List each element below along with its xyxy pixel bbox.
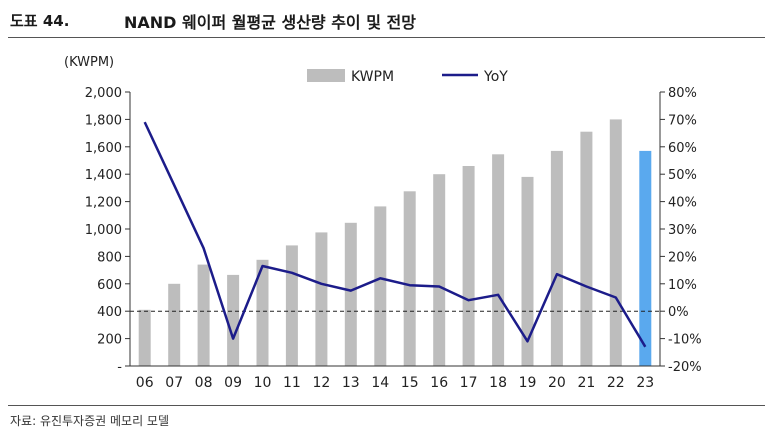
bar-13 [344,222,357,366]
left-tick-label: 200 [97,333,122,348]
figure-number: 도표 44. [10,12,70,30]
left-tick-label: 400 [97,305,122,320]
x-tick-label: 22 [607,375,625,391]
left-tick-label: 1,200 [85,196,122,211]
left-axis-label: (KWPM) [64,55,114,70]
source-note: 자료: 유진투자증권 메모리 모델 [10,414,170,428]
figure-header: 도표 44. NAND 웨이퍼 월평균 생산량 추이 및 전망 [6,4,767,34]
legend-label-kwpm: KWPM [351,69,394,85]
legend: KWPM YoY [307,69,508,85]
bar-20 [550,150,563,366]
bar-16 [433,174,446,366]
right-tick-label: 40% [668,196,697,211]
x-tick-label: 17 [460,375,478,391]
line-series-yoy [143,121,647,348]
right-tick-label: 80% [668,86,697,101]
legend-swatch-kwpm [307,69,345,82]
right-tick-label: 0% [668,305,689,320]
bar-10 [256,259,269,366]
left-tick-label: - [117,360,122,375]
x-tick-label: 15 [401,375,419,391]
x-tick-label: 18 [489,375,507,391]
bar-09 [227,274,240,366]
left-tick-label: 1,000 [85,223,122,238]
x-tick-label: 10 [254,375,272,391]
bottom-divider [8,405,765,406]
x-tick-label: 13 [342,375,360,391]
right-tick-label: 10% [668,278,697,293]
x-tick-label: 16 [430,375,448,391]
right-tick-label: 60% [668,141,697,156]
bar-22 [609,119,622,367]
x-tick-label: 20 [548,375,566,391]
bar-14 [374,206,387,366]
bar-07 [168,283,181,366]
right-tick-label: -10% [668,333,702,348]
right-tick-label: -20% [668,360,702,375]
legend-label-yoy: YoY [483,69,508,85]
x-tick-label: 21 [577,375,595,391]
left-tick-label: 800 [97,250,122,265]
left-tick-label: 1,400 [85,168,122,183]
x-tick-label: 06 [136,375,154,391]
right-tick-label: 70% [668,113,697,128]
x-tick-label: 23 [636,375,654,391]
right-tick-label: 20% [668,250,697,265]
bar-19 [521,176,534,366]
x-tick-label: 12 [312,375,330,391]
left-tick-label: 600 [97,278,122,293]
left-tick-label: 1,800 [85,113,122,128]
bar-06 [138,309,151,366]
left-tick-label: 2,000 [85,86,122,101]
x-tick-label: 09 [224,375,242,391]
x-axis: 06 07 08 09 10 11 12 13 14 15 16 17 18 19 20 21 22 23 [130,365,660,391]
bar-11 [285,245,298,366]
bar-08 [197,264,210,366]
bar-17 [462,166,475,366]
top-divider [8,37,765,38]
bar-15 [403,191,416,366]
x-tick-label: 14 [371,375,389,391]
x-tick-label: 19 [519,375,537,391]
bar-12 [315,232,328,366]
right-axis: -20% -10% 0% 10% 20% 30% 40% 50% 60% 70% 80% [659,86,702,375]
bar-18 [492,154,505,366]
right-tick-label: 30% [668,223,697,238]
x-tick-label: 08 [195,375,213,391]
figure-title: NAND 웨이퍼 월평균 생산량 추이 및 전망 [124,13,416,32]
left-axis: - 200 400 600 800 1,000 1,200 1,400 1,600 1,800 2,… [85,86,131,375]
bar-23 [639,150,652,366]
bar-21 [580,131,593,366]
bar-series-kwpm [138,119,652,367]
x-tick-label: 07 [165,375,183,391]
x-tick-label: 11 [283,375,301,391]
right-tick-label: 50% [668,168,697,183]
left-tick-label: 1,600 [85,141,122,156]
